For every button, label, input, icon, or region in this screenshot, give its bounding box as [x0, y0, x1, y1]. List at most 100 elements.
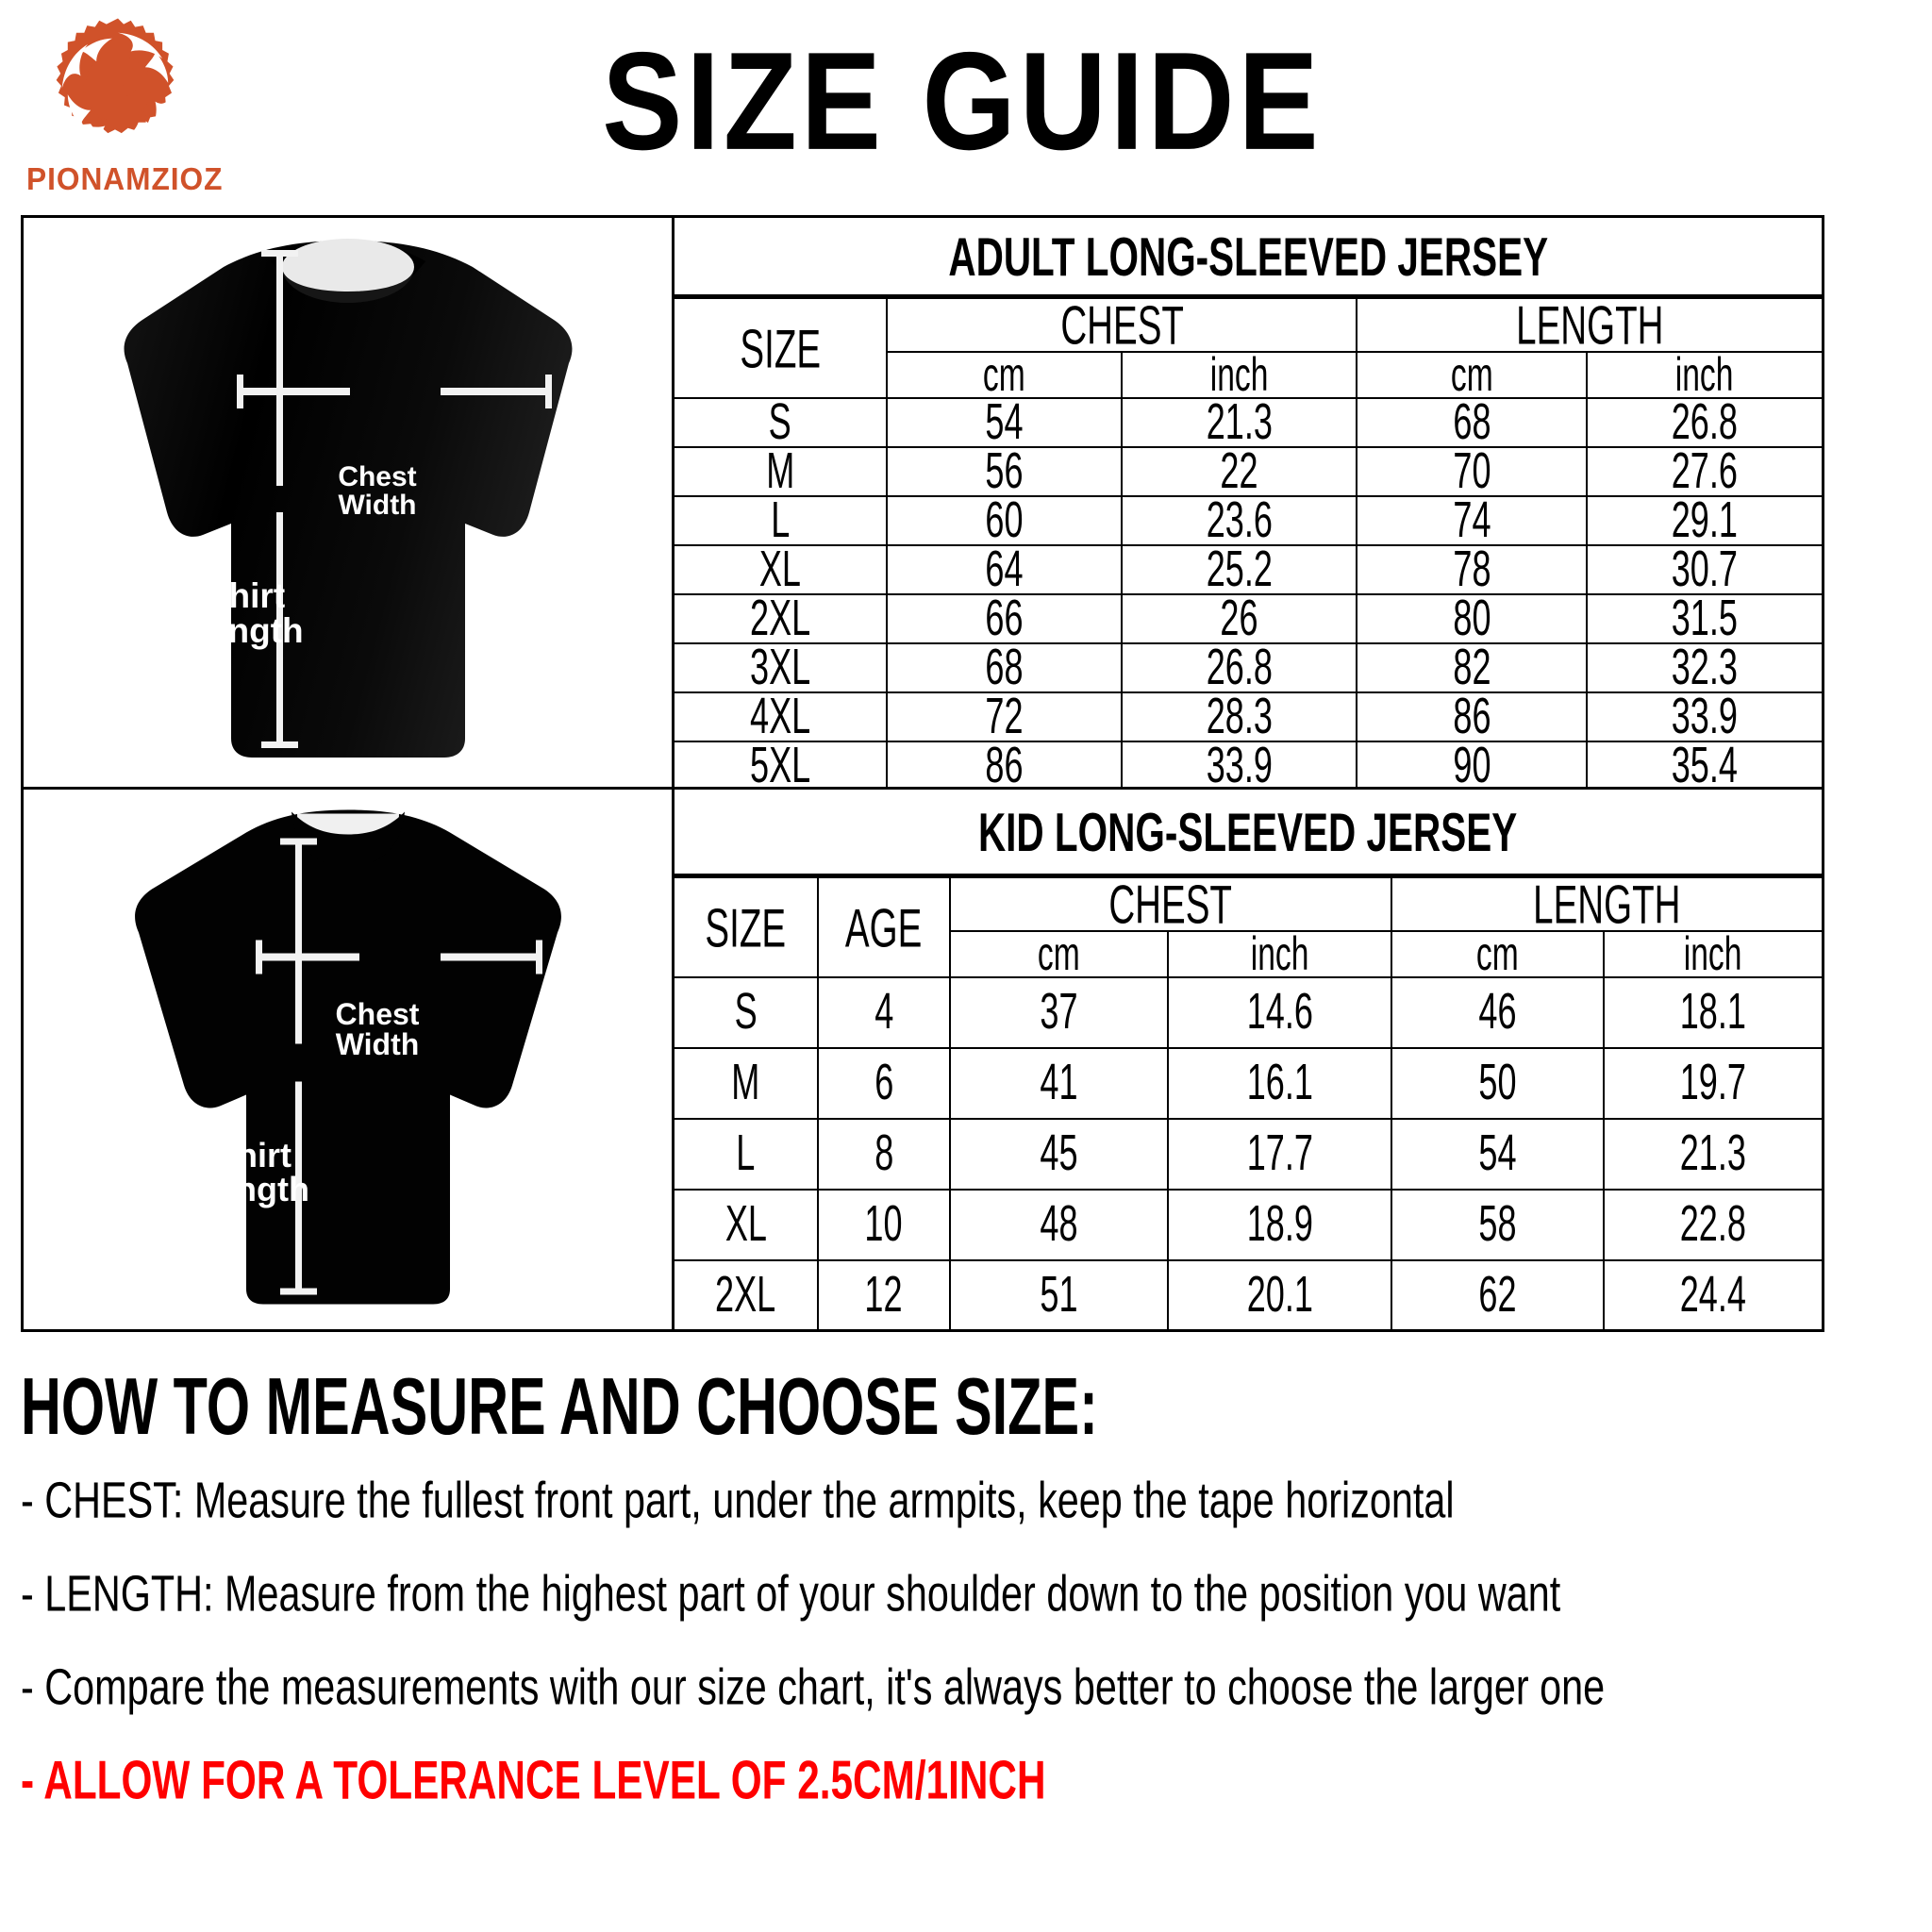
adult-chest-inch-header: inch: [1121, 348, 1358, 401]
kid-header-row-groups: SIZE AGE CHEST LENGTH: [675, 874, 1822, 978]
cell-chest-inch: 18.9: [1166, 1188, 1392, 1261]
kid-group-length: LENGTH: [1390, 874, 1822, 935]
cell-chest-cm: 60: [885, 492, 1124, 548]
cell-length-inch: 33.9: [1585, 689, 1822, 744]
table-row: M 6 41 16.1 50 19.7: [675, 1046, 1822, 1120]
cell-length-inch: 31.5: [1585, 591, 1822, 646]
adult-length-inch-header: inch: [1585, 348, 1822, 401]
cell-chest-cm: 68: [885, 640, 1124, 695]
cell-chest-cm: 48: [948, 1188, 1169, 1261]
cell-chest-inch: 22: [1121, 443, 1358, 499]
cell-size: S: [675, 394, 888, 450]
cell-size: L: [675, 1117, 819, 1191]
cell-size: XL: [675, 541, 888, 597]
sprocket-gear-icon: [56, 18, 175, 145]
adult-group-chest: CHEST: [885, 294, 1358, 356]
adult-section: ADULT LONG-SLEEVED JERSEY SIZE CHEST L: [675, 218, 1822, 793]
cell-length-cm: 74: [1356, 492, 1588, 548]
page-title: SIZE GUIDE: [602, 24, 1323, 179]
cell-chest-inch: 14.6: [1166, 976, 1392, 1049]
table-row: S 4 37 14.6 46 18.1: [675, 976, 1822, 1049]
adult-chest-cm-header: cm: [886, 348, 1124, 401]
kid-group-chest: CHEST: [948, 874, 1392, 935]
cell-chest-cm: 86: [885, 738, 1124, 793]
cell-size: S: [675, 976, 819, 1049]
brand-name: PIONAMZIOZ: [26, 161, 224, 196]
cell-chest-inch: 16.1: [1166, 1046, 1392, 1120]
cell-size: M: [675, 443, 888, 499]
table-row: 2XL 66 26 80 31.5: [675, 591, 1822, 646]
table-row: 5XL 86 33.9 90 35.4: [675, 738, 1822, 793]
cell-age: 4: [817, 976, 951, 1049]
cell-chest-cm: 54: [885, 394, 1124, 450]
table-row: 2XL 12 51 20.1 62 24.4: [675, 1258, 1822, 1329]
kid-shirt-illustration: Chest Width Shirt Length: [24, 790, 672, 1329]
cell-length-inch: 19.7: [1602, 1046, 1822, 1120]
adult-length-cm-header: cm: [1356, 348, 1588, 401]
cell-length-inch: 18.1: [1602, 976, 1822, 1049]
cell-length-cm: 62: [1390, 1258, 1605, 1329]
cell-chest-cm: 66: [885, 591, 1124, 646]
cell-chest-inch: 20.1: [1166, 1258, 1392, 1329]
table-row: M 56 22 70 27.6: [675, 443, 1822, 499]
kid-length-inch-header: inch: [1602, 927, 1822, 980]
howto-line-compare: - Compare the measurements with our size…: [21, 1657, 1606, 1715]
table-row: XL 64 25.2 78 30.7: [675, 541, 1822, 597]
kid-section: KID LONG-SLEEVED JERSEY SIZE AGE: [675, 790, 1822, 1329]
size-chart-frame: Chest Width Shirt Length: [21, 215, 1824, 1332]
how-to-measure-section: HOW TO MEASURE AND CHOOSE SIZE: - CHEST:…: [21, 1359, 1907, 1847]
adult-header-row-units: cm inch cm inch: [675, 348, 1822, 401]
cell-length-inch: 27.6: [1585, 443, 1822, 499]
illustration-column: Chest Width Shirt Length: [24, 218, 675, 1329]
cell-chest-cm: 45: [948, 1117, 1169, 1191]
cell-size: 2XL: [675, 1258, 819, 1329]
cell-size: 4XL: [675, 689, 888, 744]
table-row: XL 10 48 18.9 58 22.8: [675, 1188, 1822, 1261]
cell-length-cm: 46: [1390, 976, 1605, 1049]
adult-group-length: LENGTH: [1356, 294, 1822, 356]
cell-age: 10: [817, 1188, 951, 1261]
cell-size: 5XL: [675, 738, 888, 793]
brand-logo: PIONAMZIOZ: [26, 17, 234, 206]
cell-length-inch: 29.1: [1585, 492, 1822, 548]
howto-line-chest: - CHEST: Measure the fullest front part,…: [21, 1471, 1455, 1528]
cell-length-cm: 86: [1356, 689, 1588, 744]
howto-line-tolerance: - ALLOW FOR A TOLERANCE LEVEL OF 2.5CM/1…: [21, 1749, 1046, 1810]
adult-header-row-groups: SIZE CHEST LENGTH: [675, 294, 1822, 399]
adult-shirt-illustration: Chest Width Shirt Length: [24, 218, 672, 790]
kid-header-row-units: cm inch cm inch: [675, 927, 1822, 980]
cell-length-inch: 30.7: [1585, 541, 1822, 597]
cell-length-cm: 82: [1356, 640, 1588, 695]
cell-length-cm: 70: [1356, 443, 1588, 499]
cell-size: 2XL: [675, 591, 888, 646]
cell-length-cm: 80: [1356, 591, 1588, 646]
kid-table-title: KID LONG-SLEEVED JERSEY: [675, 790, 1822, 876]
cell-size: L: [675, 492, 888, 548]
cell-age: 6: [817, 1046, 951, 1120]
cell-length-cm: 58: [1390, 1188, 1605, 1261]
table-row: 4XL 72 28.3 86 33.9: [675, 689, 1822, 744]
kid-chest-inch-header: inch: [1166, 927, 1392, 980]
cell-chest-inch: 23.6: [1121, 492, 1358, 548]
cell-size: 3XL: [675, 640, 888, 695]
cell-chest-inch: 33.9: [1121, 738, 1358, 793]
how-to-measure-title: HOW TO MEASURE AND CHOOSE SIZE:: [21, 1359, 1098, 1452]
cell-length-inch: 35.4: [1585, 738, 1822, 793]
tables-column: ADULT LONG-SLEEVED JERSEY SIZE CHEST L: [675, 218, 1822, 1329]
table-row: L 8 45 17.7 54 21.3: [675, 1117, 1822, 1191]
howto-line-length: - LENGTH: Measure from the highest part …: [21, 1564, 1561, 1622]
cell-chest-inch: 25.2: [1121, 541, 1358, 597]
cell-length-inch: 26.8: [1585, 394, 1822, 450]
cell-age: 8: [817, 1117, 951, 1191]
adult-table-title: ADULT LONG-SLEEVED JERSEY: [675, 218, 1822, 297]
cell-length-cm: 78: [1356, 541, 1588, 597]
cell-size: M: [675, 1046, 819, 1120]
cell-length-inch: 32.3: [1585, 640, 1822, 695]
cell-chest-inch: 21.3: [1121, 394, 1358, 450]
cell-chest-inch: 28.3: [1121, 689, 1358, 744]
table-row: 3XL 68 26.8 82 32.3: [675, 640, 1822, 695]
cell-chest-cm: 64: [885, 541, 1124, 597]
adult-col-size: SIZE: [675, 297, 888, 399]
table-row: L 60 23.6 74 29.1: [675, 492, 1822, 548]
